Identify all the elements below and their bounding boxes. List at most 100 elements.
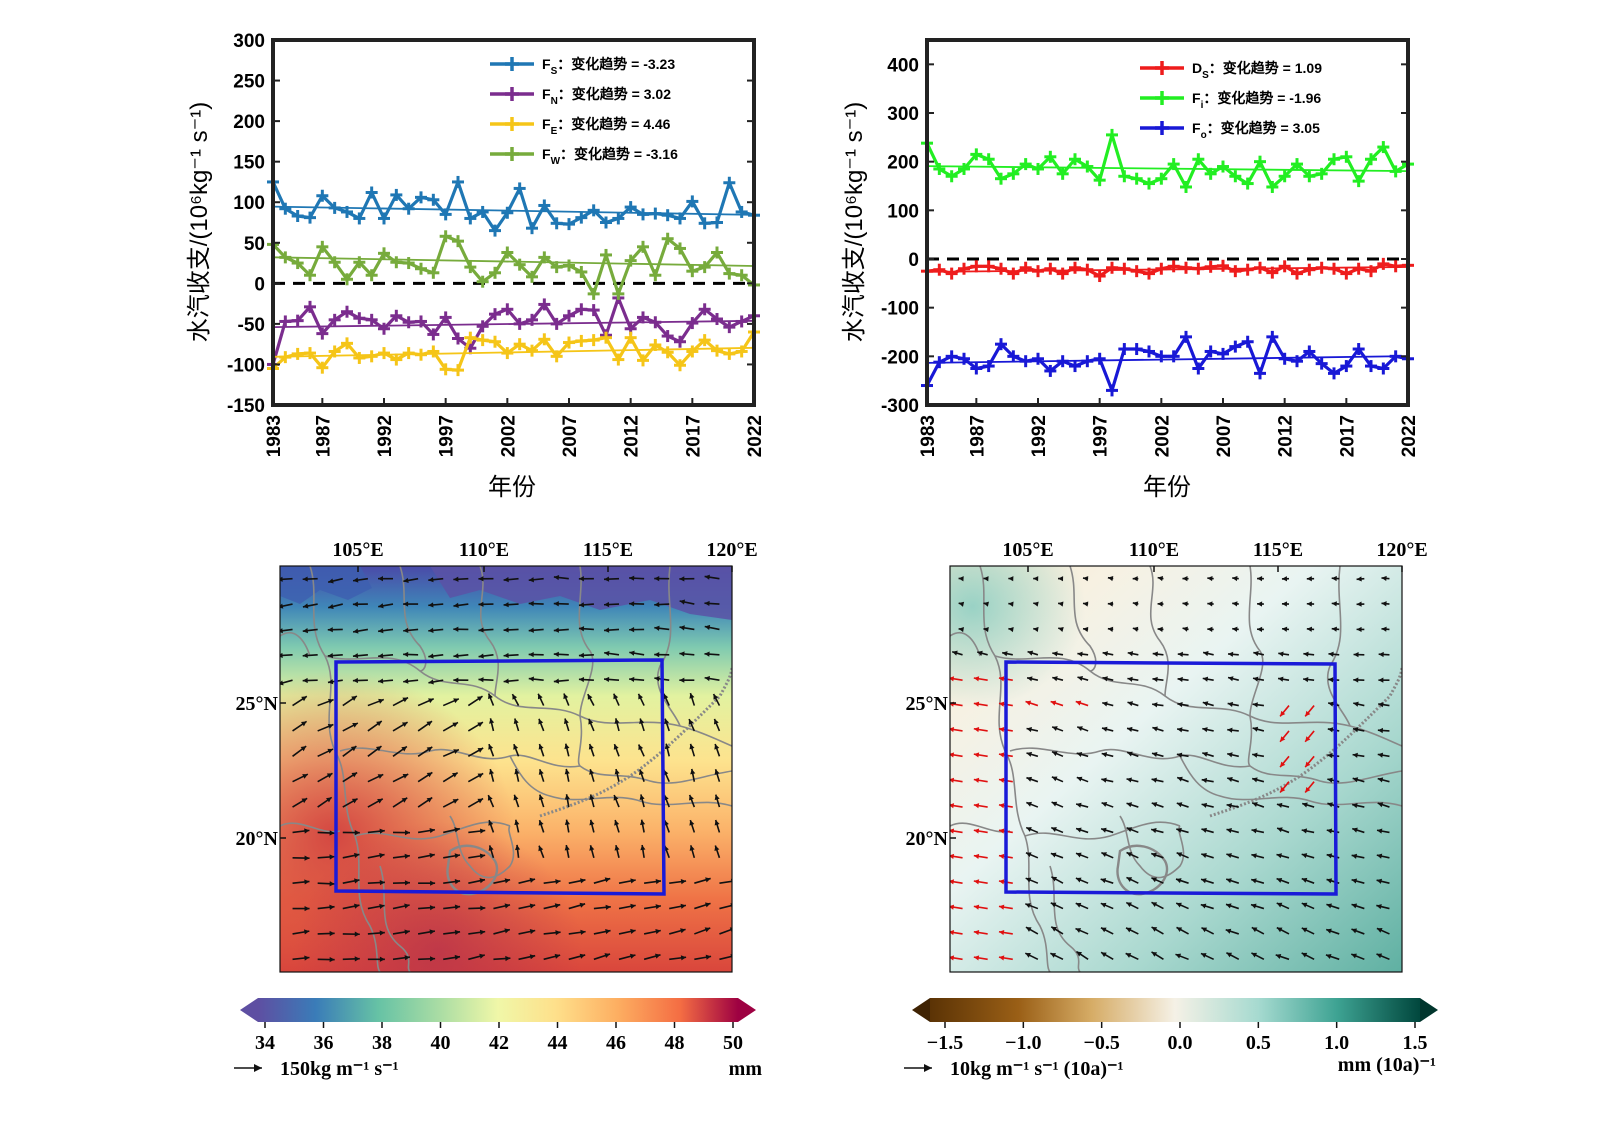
y-tick-label: 200: [887, 153, 919, 174]
data-point: [366, 186, 378, 198]
series-FW: [267, 230, 760, 300]
x-tick-label: 2022: [745, 415, 766, 457]
x-tick-label: 1997: [1091, 415, 1112, 457]
x-tick-label: 2002: [498, 415, 519, 457]
data-point: [711, 217, 723, 229]
y-axis-title: 水汽收支/(10⁶kg⁻¹ s⁻¹): [186, 102, 213, 343]
data-point: [353, 212, 365, 224]
data-point: [686, 265, 698, 277]
data-point: [1118, 170, 1130, 182]
colorbar-tick-label: 40: [431, 1032, 451, 1054]
vector-reference-label: 150kg m⁻¹ s⁻¹: [280, 1058, 399, 1080]
data-point: [452, 364, 464, 376]
colorbar-tick-label: 0.0: [1168, 1032, 1193, 1054]
x-tick-label: 2012: [622, 415, 643, 457]
data-point: [723, 177, 735, 189]
series-FS: [267, 176, 760, 237]
data-point: [1254, 262, 1266, 274]
lon-tick-label: 105°E: [1002, 539, 1053, 561]
lat-tick-label: 25°N: [906, 693, 949, 715]
legend-label: Fi：变化趋势 = -1.96: [1192, 90, 1321, 111]
colorbar-max-arrow: [1420, 998, 1438, 1022]
x-tick-label: 2022: [1399, 415, 1420, 457]
x-tick-label: 2007: [560, 415, 581, 457]
data-point: [1180, 181, 1192, 193]
data-point: [1118, 263, 1130, 275]
data-point: [1020, 262, 1032, 274]
y-tick-label: 0: [254, 274, 265, 295]
data-point: [403, 347, 415, 359]
data-point: [1044, 263, 1056, 275]
data-point: [378, 212, 390, 224]
lon-tick-label: 120°E: [1376, 539, 1427, 561]
x-tick-label: 1987: [313, 415, 334, 457]
legend-entry: FS：变化趋势 = -3.23: [490, 56, 675, 77]
y-tick-label: 300: [887, 104, 919, 125]
data-point: [464, 212, 476, 224]
y-tick-label: -50: [238, 315, 265, 336]
data-point: [1155, 263, 1167, 275]
legend-entry: DS：变化趋势 = 1.09: [1140, 60, 1322, 81]
colorbar-tick-label: −1.0: [1005, 1032, 1041, 1054]
data-point: [1340, 268, 1352, 280]
data-point: [1069, 360, 1081, 372]
data-point: [1168, 260, 1180, 272]
colorbar-gradient: [258, 998, 738, 1022]
data-point: [1143, 345, 1155, 357]
x-tick-label: 1983: [918, 415, 939, 457]
data-point: [514, 182, 526, 194]
x-tick-label: 1997: [437, 415, 458, 457]
data-point: [1131, 343, 1143, 355]
colorbar-max-arrow: [738, 998, 756, 1022]
data-point: [1316, 262, 1328, 274]
colorbar-min-arrow: [912, 998, 930, 1022]
legend-label: Fo：变化趋势 = 3.05: [1192, 120, 1320, 141]
data-point: [723, 348, 735, 360]
data-point: [958, 263, 970, 275]
colorbar-tick-label: 34: [255, 1032, 275, 1054]
y-tick-label: 200: [233, 112, 265, 133]
data-point: [1303, 264, 1315, 276]
lon-tick-label: 110°E: [459, 539, 509, 561]
x-tick-label: 1992: [375, 415, 396, 457]
data-point: [279, 315, 291, 327]
y-tick-label: -150: [227, 396, 265, 417]
data-point: [575, 303, 587, 315]
vector-reference: 150kg m⁻¹ s⁻¹: [234, 1058, 399, 1080]
y-axis-title: 水汽收支/(10⁶kg⁻¹ s⁻¹): [841, 102, 868, 343]
data-point: [563, 218, 575, 230]
colorbar-gradient: [930, 998, 1420, 1022]
vector-reference-label: 10kg m⁻¹ s⁻¹ (10a)⁻¹: [950, 1058, 1124, 1080]
legend-entry: FE：变化趋势 = 4.46: [490, 116, 671, 137]
data-point: [1328, 263, 1340, 275]
series-line: [273, 298, 754, 365]
data-point: [946, 350, 958, 362]
data-point: [1106, 384, 1118, 396]
data-point: [1143, 178, 1155, 190]
data-point: [452, 235, 464, 247]
data-point: [588, 304, 600, 316]
legend-label: FS：变化趋势 = -3.23: [542, 56, 675, 77]
legend-label: FE：变化趋势 = 4.46: [542, 116, 671, 137]
data-point: [1254, 367, 1266, 379]
x-tick-label: 2007: [1214, 415, 1235, 457]
y-tick-label: 300: [233, 31, 265, 52]
data-point: [403, 316, 415, 328]
data-point: [1106, 129, 1118, 141]
series-Fo: [921, 331, 1414, 397]
data-point: [452, 176, 464, 188]
y-tick-label: -200: [881, 347, 919, 368]
data-point: [588, 334, 600, 346]
data-point: [1242, 264, 1254, 276]
colorbar-tick-label: 38: [372, 1032, 392, 1054]
data-point: [292, 348, 304, 360]
data-point: [1353, 263, 1365, 275]
y-tick-label: -100: [227, 355, 265, 376]
colorbar-tick-label: 42: [489, 1032, 509, 1054]
